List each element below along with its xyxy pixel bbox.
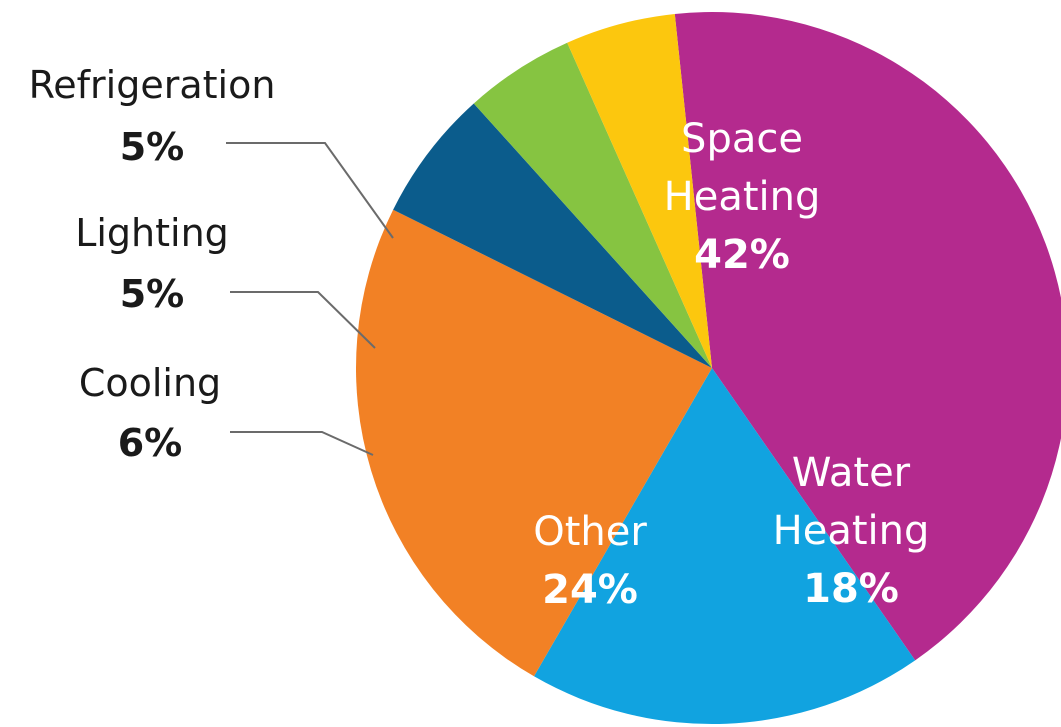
- lighting-percent-label: 5%: [120, 272, 185, 316]
- pie-slices: [356, 12, 1061, 725]
- water-heating-percent-label: 18%: [803, 566, 899, 612]
- refrigeration-name-label: Refrigeration: [29, 63, 276, 107]
- slice-refrigeration: [567, 13, 712, 368]
- water-heating-name-label: Water: [792, 450, 911, 496]
- refrigeration-percent-label: 5%: [120, 125, 185, 169]
- other-name-label: Other: [533, 509, 647, 555]
- leader-lines: [226, 142, 394, 456]
- cooling-leader-line: [230, 431, 374, 456]
- slice-other: [356, 209, 712, 677]
- slice-water-heating: [534, 368, 916, 725]
- slice-labels: Space Heating 42% Water Heating 18% Other 24% Co…: [29, 63, 930, 613]
- lighting-name-label: Lighting: [75, 211, 229, 255]
- slice-space-heating: [674, 12, 1061, 661]
- cooling-name-label: Cooling: [79, 361, 221, 405]
- cooling-percent-label: 6%: [118, 421, 183, 465]
- space-heating-name-label: Heating: [664, 174, 821, 220]
- slice-lighting: [473, 42, 712, 368]
- water-heating-name-label: Heating: [773, 508, 930, 554]
- other-percent-label: 24%: [542, 567, 638, 613]
- slice-cooling: [393, 103, 712, 368]
- space-heating-name-label: Space: [681, 116, 803, 162]
- refrigeration-leader-line: [226, 142, 394, 239]
- lighting-leader-line: [230, 291, 376, 349]
- space-heating-percent-label: 42%: [694, 232, 790, 278]
